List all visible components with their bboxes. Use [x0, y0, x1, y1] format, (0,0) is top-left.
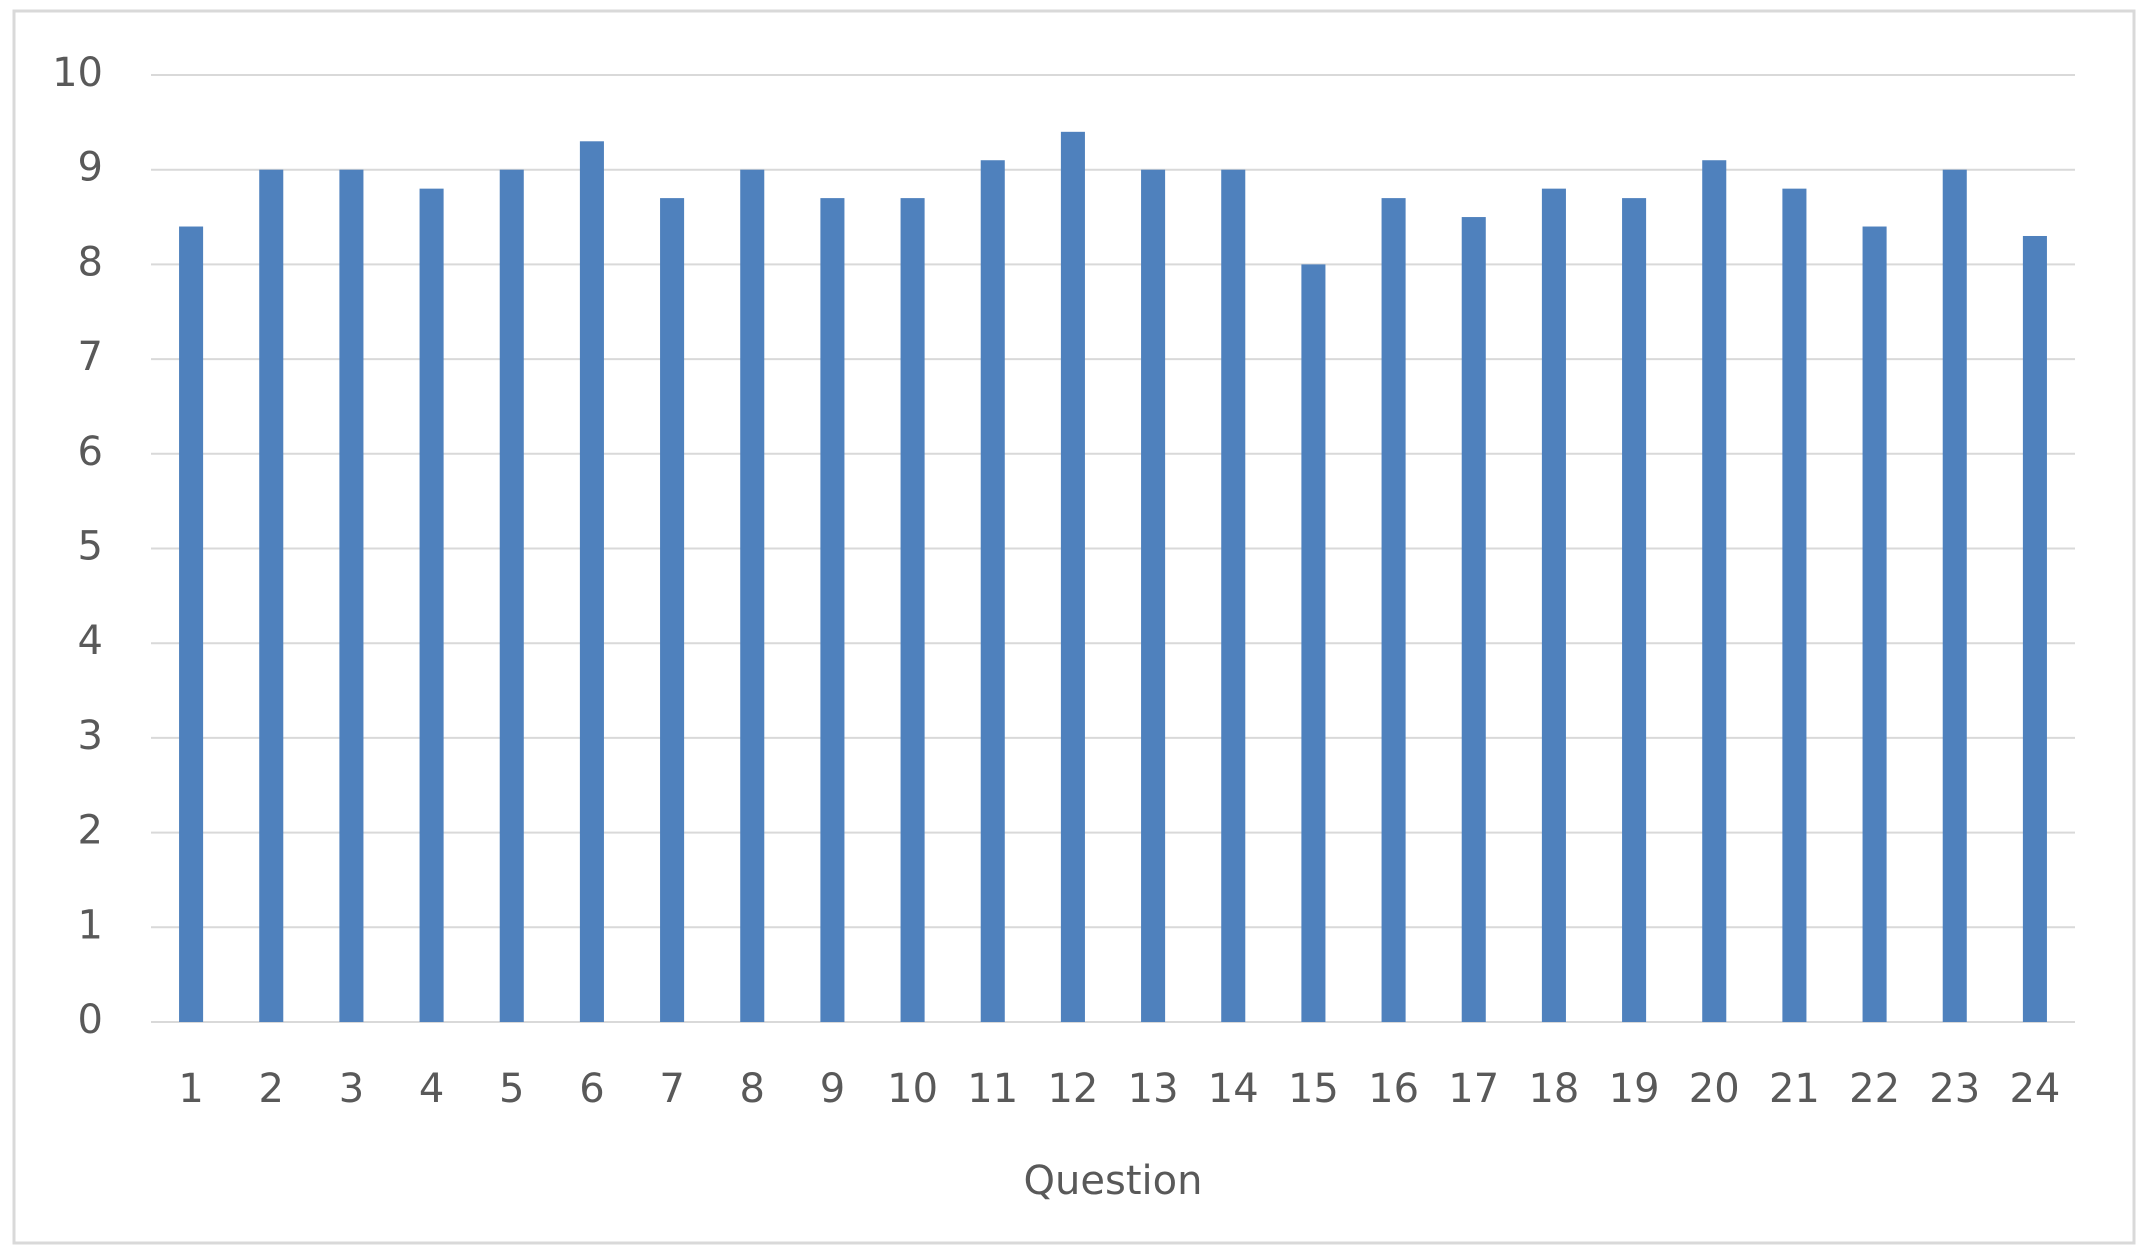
x-tick-label: 10 — [887, 1066, 938, 1112]
bar — [1141, 169, 1166, 1022]
y-tick-label: 10 — [52, 50, 103, 96]
x-tick-label: 11 — [967, 1066, 1018, 1112]
x-tick-label: 9 — [820, 1066, 845, 1112]
bar — [1381, 198, 1406, 1023]
x-tick-label: 14 — [1208, 1066, 1259, 1112]
bar — [259, 169, 284, 1022]
bar — [740, 169, 765, 1022]
x-tick-label: 20 — [1689, 1066, 1740, 1112]
y-tick-label: 5 — [78, 524, 103, 570]
x-tick-label: 18 — [1528, 1066, 1579, 1112]
bar — [2022, 235, 2047, 1023]
x-tick-label: 3 — [339, 1066, 364, 1112]
bar — [660, 198, 685, 1023]
y-tick-label: 1 — [78, 902, 103, 948]
x-tick-label: 19 — [1609, 1066, 1660, 1112]
bar — [820, 198, 845, 1023]
x-tick-label: 24 — [2009, 1066, 2060, 1112]
bar — [1221, 169, 1246, 1022]
bar — [1862, 226, 1887, 1022]
x-tick-label: 4 — [419, 1066, 444, 1112]
y-tick-label: 7 — [78, 334, 103, 380]
x-tick-label: 2 — [259, 1066, 284, 1112]
y-tick-label: 2 — [78, 808, 103, 854]
bar — [1782, 188, 1807, 1022]
x-tick-label: 1 — [178, 1066, 203, 1112]
y-tick-label: 4 — [78, 618, 103, 664]
bar — [1622, 198, 1647, 1023]
x-tick-label: 12 — [1047, 1066, 1098, 1112]
bar — [1461, 217, 1486, 1023]
bar — [339, 169, 364, 1022]
bar — [499, 169, 524, 1022]
bar — [419, 188, 444, 1022]
y-tick-label: 3 — [78, 713, 103, 759]
x-tick-label: 5 — [499, 1066, 524, 1112]
x-tick-label: 15 — [1288, 1066, 1339, 1112]
x-tick-label: 6 — [579, 1066, 604, 1112]
bar — [1942, 169, 1967, 1022]
bar — [980, 160, 1005, 1023]
x-axis-title: Question — [1024, 1158, 1203, 1204]
x-tick-label: 22 — [1849, 1066, 1900, 1112]
bar — [179, 226, 204, 1022]
bar — [900, 198, 925, 1023]
y-tick-label: 6 — [78, 429, 103, 475]
bar — [1702, 160, 1727, 1023]
x-tick-label: 8 — [740, 1066, 765, 1112]
x-tick-label: 17 — [1448, 1066, 1499, 1112]
bar — [579, 141, 604, 1023]
bar — [1301, 264, 1326, 1022]
y-tick-label: 8 — [78, 239, 103, 285]
bar — [1060, 131, 1085, 1022]
x-tick-label: 21 — [1769, 1066, 1820, 1112]
bar — [1541, 188, 1566, 1022]
y-tick-label: 9 — [78, 145, 103, 191]
x-tick-label: 7 — [659, 1066, 684, 1112]
x-tick-label: 13 — [1128, 1066, 1179, 1112]
x-tick-label: 16 — [1368, 1066, 1419, 1112]
x-tick-label: 23 — [1929, 1066, 1980, 1112]
y-tick-label: 0 — [78, 997, 103, 1043]
